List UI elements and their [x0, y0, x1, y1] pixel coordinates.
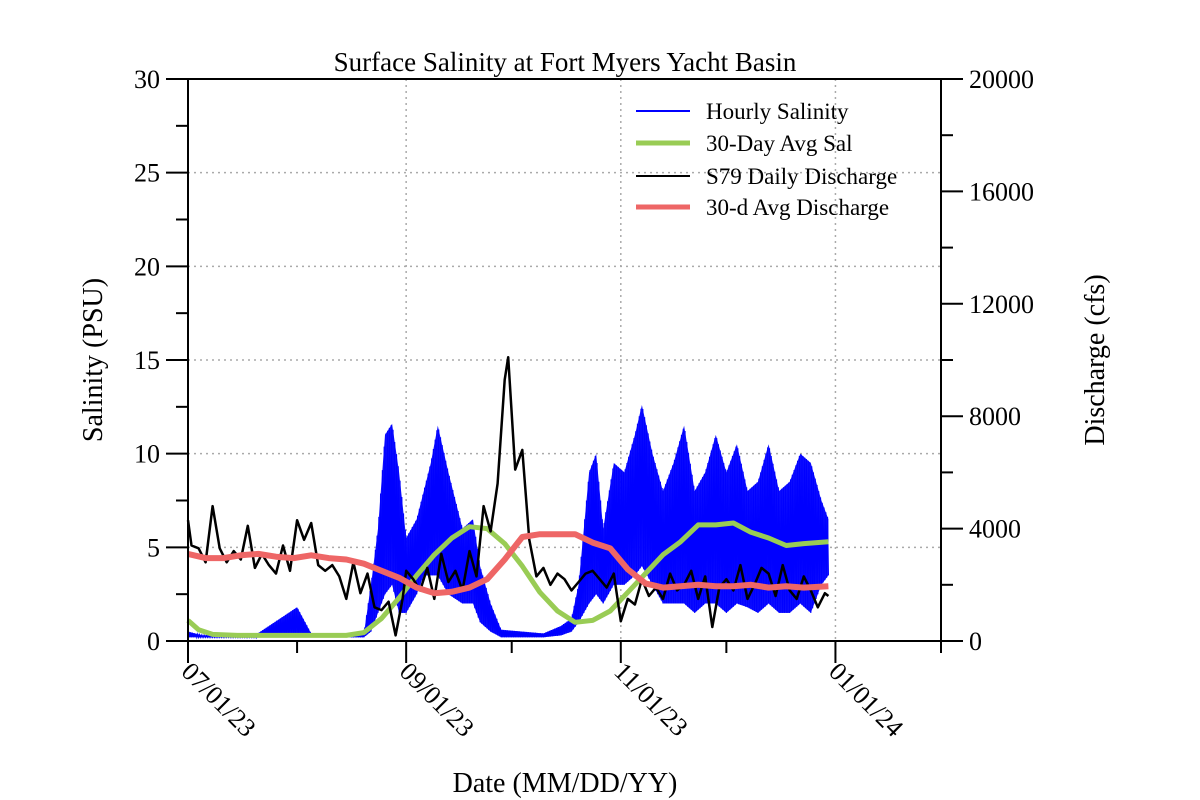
tick-label-x: 09/01/23 — [394, 657, 480, 743]
tick-label-right: 4000 — [969, 515, 1021, 544]
chart-title: Surface Salinity at Fort Myers Yacht Bas… — [334, 47, 797, 77]
legend-label-avg-salinity: 30-Day Avg Sal — [706, 131, 853, 156]
tick-label-left: 20 — [134, 252, 160, 281]
legend-label-hourly-salinity: Hourly Salinity — [706, 99, 849, 124]
tick-label-left: 0 — [147, 627, 160, 656]
tick-label-right: 0 — [969, 627, 982, 656]
legend-label-avg-discharge: 30-d Avg Discharge — [706, 195, 889, 220]
tick-label-x: 11/01/23 — [609, 657, 694, 742]
axes: 0 5 10 15 20 25 30 0 4000 8000 12000 16000 20000 07/0… — [134, 65, 1034, 743]
tick-label-x: 01/01/24 — [823, 657, 909, 743]
tick-label-left: 5 — [147, 533, 160, 562]
tick-label-right: 20000 — [969, 65, 1034, 94]
x-axis-title: Date (MM/DD/YY) — [453, 768, 678, 799]
y-axis-right-title: Discharge (cfs) — [1080, 274, 1111, 445]
legend-label-daily-discharge: S79 Daily Discharge — [706, 164, 897, 189]
series-hourly-salinity — [187, 408, 829, 640]
tick-label-right: 8000 — [969, 402, 1021, 431]
tick-label-right: 12000 — [969, 290, 1034, 319]
series-layer — [186, 355, 830, 640]
tick-label-left: 15 — [134, 346, 160, 375]
tick-label-left: 30 — [134, 65, 160, 94]
series-avg-salinity — [186, 520, 829, 638]
tick-label-left: 25 — [134, 159, 160, 188]
tick-label-x: 07/01/23 — [176, 657, 262, 743]
tick-label-left: 10 — [134, 440, 160, 469]
y-axis-left-title: Salinity (PSU) — [78, 278, 109, 442]
legend: Hourly Salinity 30-Day Avg Sal S79 Daily… — [636, 99, 897, 220]
tick-label-right: 16000 — [969, 177, 1034, 206]
series-avg-discharge — [187, 531, 829, 597]
